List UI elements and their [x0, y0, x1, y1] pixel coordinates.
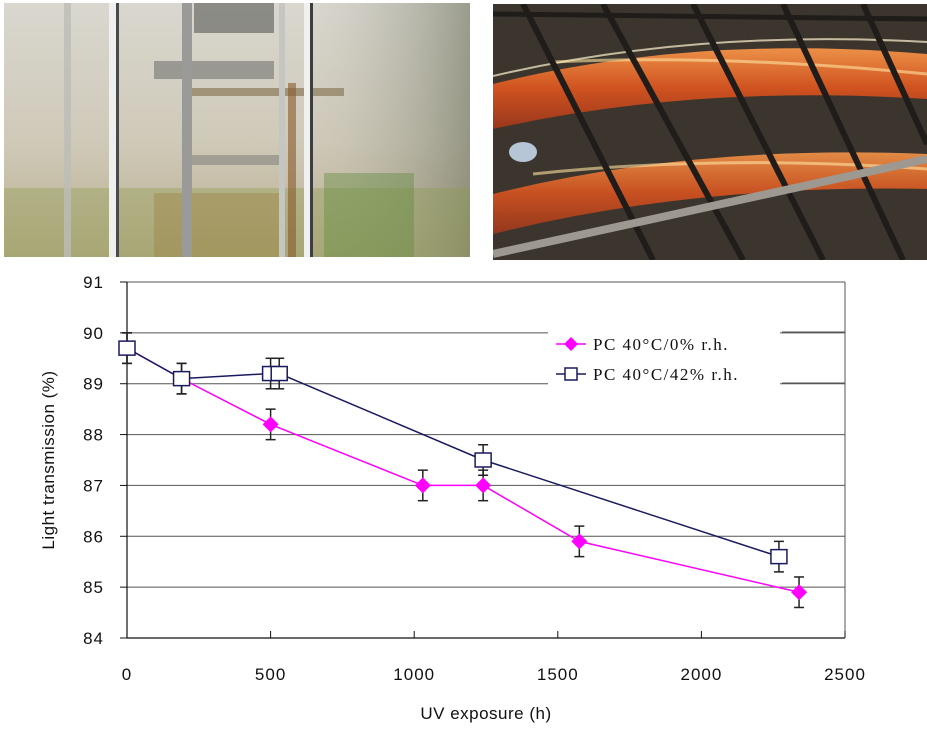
square-marker-icon [564, 367, 578, 381]
x-axis-ticks: 0 500 1000 1500 2000 2500 [122, 631, 866, 684]
x-tick-label: 500 [255, 665, 286, 684]
y-tick-label: 86 [83, 527, 104, 546]
greenhouse-photo-icon [4, 3, 470, 257]
y-tick-label: 91 [83, 273, 104, 292]
x-tick-label: 1500 [537, 665, 579, 684]
legend-label-1: PC 40°C/42% r.h. [593, 365, 739, 384]
chart-series [118, 332, 808, 609]
data-point-square [770, 548, 788, 565]
legend-item-0: PC 40°C/0% r.h. [556, 335, 729, 354]
y-tick-label: 89 [83, 375, 104, 394]
data-point-square [118, 340, 136, 356]
y-tick-label: 85 [83, 578, 104, 597]
x-tick-label: 0 [122, 665, 132, 684]
data-point-diamond [571, 533, 588, 550]
roof-panels-photo-icon [493, 4, 927, 260]
x-tick-label: 2000 [680, 665, 722, 684]
y-axis-title: Light transmission (%) [39, 370, 58, 549]
x-axis-title: UV exposure (h) [420, 704, 551, 723]
diamond-marker-icon [564, 337, 578, 351]
x-tick-label: 1000 [393, 665, 435, 684]
x-tick-label: 2500 [824, 665, 866, 684]
chart-canvas: 84 85 86 87 88 89 90 91 0 500 1000 1500 2000 2500 Li… [39, 273, 866, 723]
data-point-square [270, 365, 288, 382]
data-point-square [474, 452, 492, 468]
data-point-diamond [475, 477, 492, 494]
legend-item-1: PC 40°C/42% r.h. [556, 365, 739, 384]
data-point-diamond [414, 477, 431, 494]
y-axis-ticks: 84 85 86 87 88 89 90 91 [83, 273, 127, 648]
data-point-diamond [262, 416, 279, 433]
legend-label-0: PC 40°C/0% r.h. [593, 335, 729, 354]
data-point-diamond [791, 584, 808, 601]
chart-legend: PC 40°C/0% r.h. PC 40°C/42% r.h. [548, 324, 845, 392]
y-tick-label: 84 [83, 629, 104, 648]
y-tick-label: 90 [83, 324, 104, 343]
light-transmission-chart: 84 85 86 87 88 89 90 91 0 500 1000 1500 2000 2500 Li… [0, 262, 927, 733]
y-tick-label: 88 [83, 426, 104, 445]
y-tick-label: 87 [83, 476, 104, 495]
roof-panels-photo [493, 4, 927, 260]
data-point-square [172, 370, 191, 387]
series-1 [118, 332, 788, 573]
greenhouse-photo [4, 3, 470, 257]
